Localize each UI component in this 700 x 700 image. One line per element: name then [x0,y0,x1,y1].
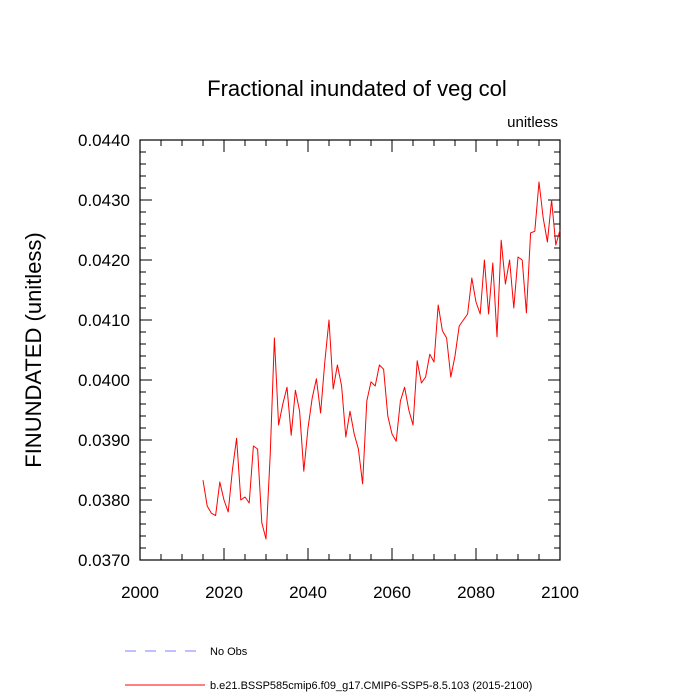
series-line-0 [202,181,561,540]
series-layer [202,181,561,540]
y-axis-label: FINUNDATED (unitless) [21,232,46,468]
y-tick-label: 0.0370 [78,551,130,570]
axis-tick-labels: 2000 2020 2040 2060 2080 2100 0.0370 0.0380 0.03… [78,131,579,602]
x-tick-label: 2080 [457,583,495,602]
x-tick-label: 2020 [205,583,243,602]
units-label: unitless [507,114,558,131]
y-tick-label: 0.0420 [78,251,130,270]
legend-label-no-obs: No Obs [210,646,248,658]
x-tick-label: 2040 [289,583,327,602]
y-tick-label: 0.0400 [78,371,130,390]
y-tick-label: 0.0440 [78,131,130,150]
x-tick-label: 2060 [373,583,411,602]
y-tick-label: 0.0430 [78,191,130,210]
chart-title: Fractional inundated of veg col [207,76,507,101]
y-tick-label: 0.0410 [78,311,130,330]
x-tick-label: 2000 [121,583,159,602]
y-tick-label: 0.0380 [78,491,130,510]
x-tick-label: 2100 [541,583,579,602]
y-tick-label: 0.0390 [78,431,130,450]
legend-label-ssp585: b.e21.BSSP585cmip6.f09_g17.CMIP6-SSP5-8.… [210,680,532,692]
legend: No Obs b.e21.BSSP585cmip6.f09_g17.CMIP6-… [125,646,532,692]
axis-ticks [139,139,561,561]
plot-frame [139,139,561,561]
